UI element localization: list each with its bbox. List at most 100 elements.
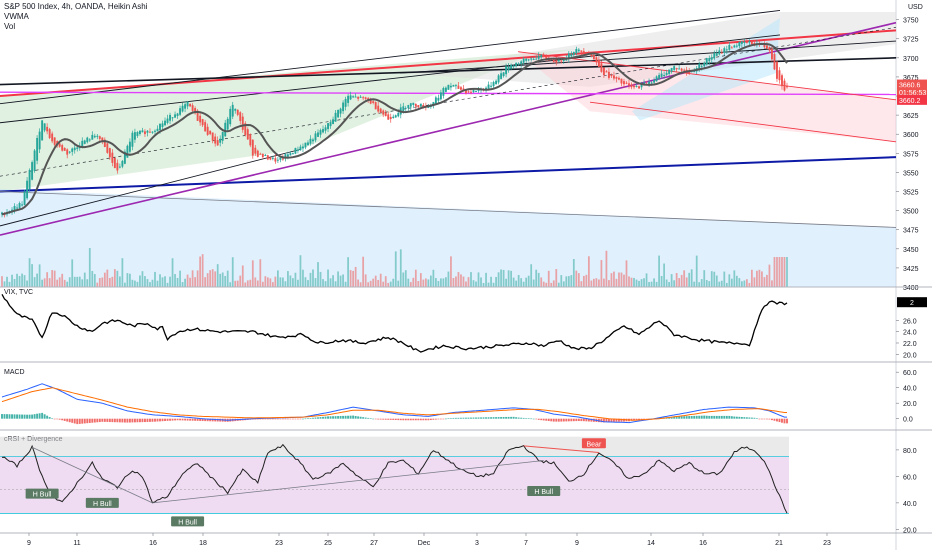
crsi-band-fill [0,456,789,514]
volume-bar [11,274,13,287]
volume-bar [88,248,91,287]
candle-body [419,103,422,107]
macd-histogram-bar [76,418,79,425]
crsi-tick-label: 40.0 [903,501,917,508]
volume-bar [763,277,766,287]
macd-histogram-bar [507,416,510,419]
macd-histogram-bar [46,415,49,419]
candle-body [447,84,450,90]
macd-histogram-bar [480,417,482,419]
candle-body [743,41,746,43]
macd-histogram-bar [91,418,94,423]
candle-body [199,115,202,123]
time-axis-label: 16 [149,540,157,547]
volume-bar [768,264,771,287]
macd-histogram-bar [768,418,771,420]
volume-bar [46,272,49,287]
volume-bar [136,281,139,287]
volume-bar [314,278,317,287]
volume-bar [462,276,465,287]
candle-body [116,162,119,171]
macd-histogram-bar [286,418,289,420]
macd-histogram-bar [189,418,192,421]
candle-body [389,116,392,120]
volume-bar [670,274,673,287]
volume-bar [500,269,502,287]
volume-bar [460,274,462,287]
candle-body [279,157,282,160]
crsi-line [1,443,788,514]
candle-body [402,106,405,111]
macd-histogram-bar [537,418,540,420]
red-channel-upper [517,51,897,101]
volume-bar [776,257,778,287]
macd-histogram-bar [715,415,718,419]
vix-tick-label: 22.0 [903,341,917,348]
price-tick-label: 3625 [903,113,919,120]
candle-body [412,102,415,105]
macd-histogram-bar [274,418,277,420]
volume-bar [108,277,111,287]
macd-histogram-bar [344,415,347,419]
macd-histogram-bar [522,417,525,419]
macd-histogram-bar [555,418,558,422]
volume-bar [3,281,6,287]
volume-bar [507,270,510,287]
volume-bar [638,280,640,287]
macd-histogram-bar [567,418,570,422]
macd-histogram-bar [763,418,766,420]
candle-body [384,112,387,117]
macd-histogram-bar [683,416,686,419]
price-tick-label: 3425 [903,266,919,273]
macd-histogram-bar [467,417,470,419]
candle-body [708,58,711,62]
macd-histogram-bar [61,418,64,421]
candle-body [236,109,239,115]
volume-bar [377,279,380,287]
candle-body [304,142,307,148]
volume-bar [264,276,267,287]
volume-bar [201,254,204,287]
macd-histogram-bar [8,414,11,419]
macd-histogram-bar [28,414,31,419]
macd-tick-label: 0.0 [903,417,913,424]
candle-body [113,157,116,168]
volume-bar [61,273,64,287]
candle-body [118,166,121,168]
candle-body [241,116,244,130]
candle-body [615,76,618,79]
volume-bar [397,280,400,287]
macd-histogram-bar [337,416,340,419]
volume-bar [472,280,475,287]
macd-histogram-bar [367,417,370,419]
macd-histogram-bar [457,417,460,419]
volume-bar [440,278,442,287]
macd-histogram-bar [3,414,6,419]
candle-body [31,162,34,180]
macd-histogram-bar [334,416,337,419]
volume-bar [169,276,171,287]
macd-histogram-bar [349,415,352,419]
candle-body [454,85,457,87]
macd-histogram-bar [304,418,307,420]
vix-tick-label: 20.0 [903,352,917,359]
macd-histogram-bar [688,416,691,419]
candle-body [475,90,477,92]
macd-histogram-bar [550,418,553,422]
macd-histogram-bar [154,418,156,422]
volume-bar [256,280,259,287]
volume-bar [650,281,653,287]
volume-bar [174,274,176,287]
volume-bar [374,275,377,287]
candle-body [688,71,691,74]
candle-body [530,58,533,60]
divergence-line [31,446,153,504]
candle-body [462,88,465,91]
volume-bar [23,275,26,287]
macd-histogram-bar [517,417,520,419]
candle-body [678,68,681,70]
macd-histogram-bar [675,416,678,419]
volume-bar [241,265,244,287]
volume-bar [206,273,209,287]
